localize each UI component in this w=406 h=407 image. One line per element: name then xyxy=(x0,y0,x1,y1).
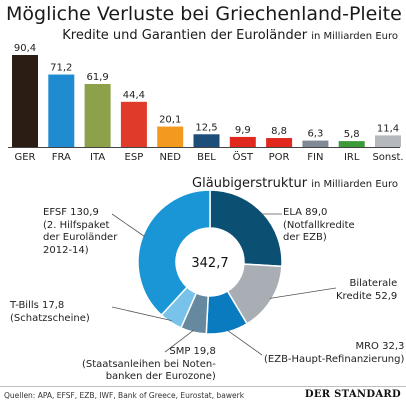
leader-line xyxy=(227,330,262,355)
label-tbills: T-Bills 17,8(Schatzscheine) xyxy=(10,300,90,325)
slice-label-line: (Schatzscheine) xyxy=(10,313,90,326)
slice-label-line: T-Bills 17,8 xyxy=(10,300,90,313)
label-smp: SMP 19,8(Staatsanleihen bei Noten-banken… xyxy=(82,346,216,384)
bar-value-label: 5,8 xyxy=(344,129,360,140)
bar-value-label: 71,2 xyxy=(50,63,72,74)
bar-category-label: BEL xyxy=(197,152,216,163)
slice-label-line: der Euroländer xyxy=(43,232,117,245)
bar-category-label: ÖST xyxy=(233,150,254,163)
label-mro: MRO 32,3(EZB-Haupt-Refinanzierung) xyxy=(264,341,404,366)
bar-category-label: ITA xyxy=(90,152,105,163)
bar-value-label: 90,4 xyxy=(14,43,36,54)
bar-category-label: FRA xyxy=(52,152,71,163)
bar-value-label: 8,8 xyxy=(271,126,287,137)
slice-label-line: ELA 89,0 xyxy=(283,207,355,220)
bar-value-label: 6,3 xyxy=(307,129,323,140)
slice-label-line: Kredite 52,9 xyxy=(336,291,397,304)
bar-category-label: Sonst. xyxy=(372,152,403,163)
bar-fin xyxy=(302,141,328,147)
bar-bel xyxy=(194,134,220,147)
donut-total: 342,7 xyxy=(185,256,235,271)
slice-label-line: (Notfallkredite xyxy=(283,220,355,233)
bar-fra xyxy=(48,75,74,147)
bar-category-label: NED xyxy=(159,152,181,163)
slice-label-line: banken der Eurozone) xyxy=(82,371,216,384)
slice-label-line: (Staatsanleihen bei Noten- xyxy=(82,359,216,372)
bar-ned xyxy=(157,127,183,147)
bar-ger xyxy=(12,55,38,147)
bar-value-label: 12,5 xyxy=(195,122,217,133)
slice-label-line: (2. Hilfspaket xyxy=(43,220,117,233)
bar-ita xyxy=(85,84,111,147)
bar-category-label: ESP xyxy=(125,152,144,163)
bar-sonst xyxy=(375,135,401,147)
bar-value-label: 9,9 xyxy=(235,125,251,136)
footer: Quellen: APA, EFSF, EZB, IWF, Bank of Gr… xyxy=(0,386,406,407)
sources-text: Quellen: APA, EFSF, EZB, IWF, Bank of Gr… xyxy=(4,391,244,400)
donut-chart-title: Gläubigerstruktur in Milliarden Euro xyxy=(192,176,398,193)
slice-label-line: Bilaterale xyxy=(336,278,397,291)
bar-irl xyxy=(339,141,365,147)
bar-category-label: IRL xyxy=(344,152,360,163)
donut-title-text: Gläubigerstruktur xyxy=(192,176,307,191)
slice-label-line: SMP 19,8 xyxy=(82,346,216,359)
slice-label-line: 2012-14) xyxy=(43,245,117,258)
bar-value-label: 61,9 xyxy=(86,72,108,83)
bar-category-label: GER xyxy=(14,152,35,163)
bar-value-label: 44,4 xyxy=(123,90,145,101)
der-standard-logo: DER STANDARD xyxy=(305,389,401,400)
bar-value-label: 20,1 xyxy=(159,115,181,126)
bar-value-label: 11,4 xyxy=(377,123,399,134)
bar-por xyxy=(266,138,292,147)
slice-label-line: MRO 32,3 xyxy=(264,341,404,354)
bar-chart: 90,4 GER 71,2 FRA 61,9 ITA 44,4 ESP 20,1 NED 12,5 B… xyxy=(8,43,404,163)
donut-unit: in Milliarden Euro xyxy=(311,179,398,190)
leader-line xyxy=(270,288,336,298)
bar-st xyxy=(230,137,256,147)
slice-label-line: der EZB) xyxy=(283,232,355,245)
slice-label-line: (EZB-Haupt-Refinanzierung) xyxy=(264,354,404,367)
slice-label-line: EFSF 130,9 xyxy=(43,207,117,220)
bar-esp xyxy=(121,102,147,147)
bar-category-label: FIN xyxy=(307,152,323,163)
bar-category-label: POR xyxy=(269,152,290,163)
